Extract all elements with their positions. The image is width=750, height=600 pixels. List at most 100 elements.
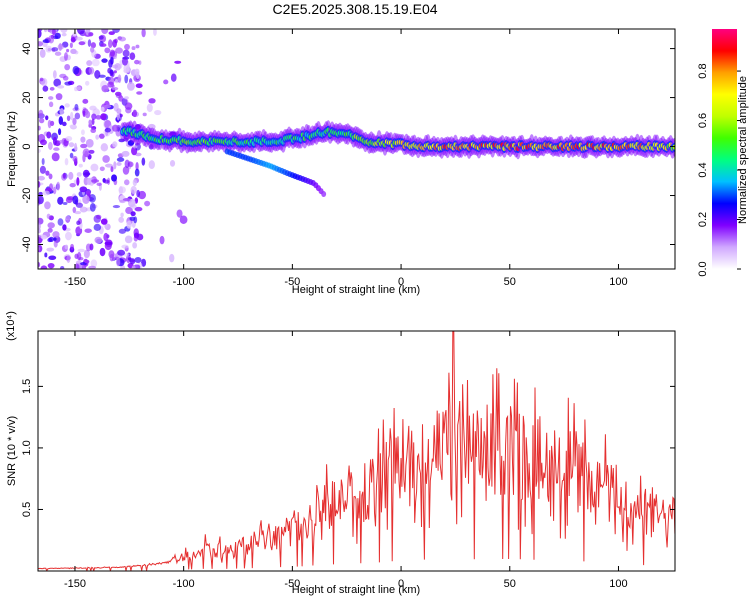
noise-speckle [154, 109, 162, 116]
noise-speckle [148, 98, 156, 104]
noise-speckle [141, 157, 146, 166]
noise-speckle [103, 232, 109, 242]
snr-x-tick-label: -50 [284, 578, 300, 590]
noise-speckle [83, 249, 90, 259]
noise-speckle [112, 39, 118, 48]
noise-speckle [114, 78, 118, 84]
noise-speckle [101, 58, 108, 63]
noise-speckle [86, 60, 93, 66]
noise-speckle [91, 179, 100, 183]
noise-speckle [100, 218, 108, 225]
noise-speckle [136, 189, 141, 198]
noise-speckle [74, 86, 78, 92]
noise-speckle [44, 201, 51, 210]
noise-speckle [56, 181, 61, 191]
noise-speckle [136, 71, 140, 80]
noise-speckle [179, 215, 188, 224]
noise-speckle [39, 49, 46, 58]
noise-speckle [49, 86, 55, 91]
snr-panel: -150 -100 -50 0 50 100 0.5 1.0 1.5 Height of st… [5, 311, 676, 596]
noise-speckle [174, 60, 182, 64]
noise-speckle [51, 47, 59, 52]
noise-speckle [77, 248, 85, 253]
noise-speckle [146, 103, 153, 113]
noise-speckle [91, 118, 95, 125]
noise-speckle [53, 78, 62, 87]
noise-speckle [38, 29, 43, 32]
spectrogram-x-tick-label: -100 [173, 276, 195, 288]
noise-speckle [100, 113, 107, 121]
noise-speckle [93, 223, 102, 231]
noise-speckle [62, 75, 69, 81]
spectrogram-y-tick-label: 20 [21, 91, 33, 103]
noise-speckle [72, 155, 78, 163]
spectrogram-x-tick-label: -150 [64, 276, 86, 288]
noise-speckle [133, 235, 138, 242]
noise-speckle [101, 84, 109, 93]
noise-speckle [38, 118, 45, 124]
noise-speckle [65, 215, 71, 221]
noise-speckle [48, 173, 53, 180]
noise-speckle [98, 35, 104, 40]
noise-speckle [52, 186, 57, 195]
spectrogram-x-tick-label: -50 [284, 276, 300, 288]
noise-speckle [69, 182, 76, 188]
snr-line [38, 331, 675, 571]
noise-speckle [70, 111, 74, 121]
noise-speckle [117, 249, 126, 256]
noise-speckle [47, 48, 52, 52]
noise-speckle [84, 228, 92, 233]
noise-speckle [115, 257, 121, 267]
noise-speckle [54, 51, 62, 56]
spectrogram-y-tick-label: 0 [21, 143, 33, 149]
noise-speckle [112, 124, 119, 132]
spectrogram-y-tick-label: -40 [21, 237, 33, 253]
noise-speckle [170, 73, 177, 82]
colorbar-tick-label: 0.8 [697, 63, 709, 78]
spectrogram-x-tick-label: 100 [609, 276, 627, 288]
noise-speckle [112, 29, 120, 33]
spectrogram-y-tick-label: 40 [21, 42, 33, 54]
noise-speckle [52, 70, 57, 79]
noise-speckle [110, 84, 115, 88]
snr-x-label: Height of straight line (km) [292, 584, 420, 596]
noise-speckle [124, 43, 130, 51]
noise-speckle [94, 70, 101, 79]
noise-speckle [88, 32, 94, 37]
noise-speckle [74, 211, 82, 215]
noise-speckle [76, 172, 82, 177]
spectrogram-x-tick-label: 0 [398, 276, 404, 288]
noise-speckle [101, 29, 109, 35]
noise-speckle [91, 113, 97, 120]
colorbar-label: Normalized spectral amplitude [737, 76, 749, 224]
noise-speckle [111, 64, 119, 69]
noise-speckle [111, 174, 118, 182]
noise-speckle [95, 115, 102, 120]
noise-speckle [132, 144, 138, 149]
noise-speckle [90, 42, 96, 49]
noise-speckle [138, 190, 147, 200]
spectrogram-frame [37, 28, 676, 270]
noise-speckle [130, 186, 137, 195]
chart-title: C2E5.2025.308.15.19.E04 [272, 1, 438, 17]
noise-speckle [141, 258, 147, 267]
noise-speckle [38, 175, 46, 181]
noise-speckle [79, 206, 88, 213]
noise-speckle [59, 108, 65, 115]
noise-speckle [95, 214, 102, 220]
noise-speckle [53, 147, 60, 151]
snr-y-tick-label: 1.0 [21, 440, 33, 455]
noise-speckle [72, 32, 78, 37]
noise-speckle [70, 48, 77, 55]
snr-y-axis: 0.5 1.0 1.5 [21, 379, 675, 517]
colorbar: 0.0 0.2 0.4 0.6 0.8 Normalized spectral ampl… [697, 29, 749, 277]
noise-speckle [66, 196, 74, 201]
noise-speckle [99, 247, 106, 257]
noise-speckle [45, 115, 49, 121]
colorbar-tick-label: 0.6 [697, 113, 709, 128]
colorbar-tick-label: 0.0 [697, 261, 709, 276]
noise-speckle [90, 163, 99, 172]
noise-speckle [169, 160, 176, 167]
noise-speckle [116, 157, 125, 162]
colorbar-gradient [712, 29, 737, 269]
